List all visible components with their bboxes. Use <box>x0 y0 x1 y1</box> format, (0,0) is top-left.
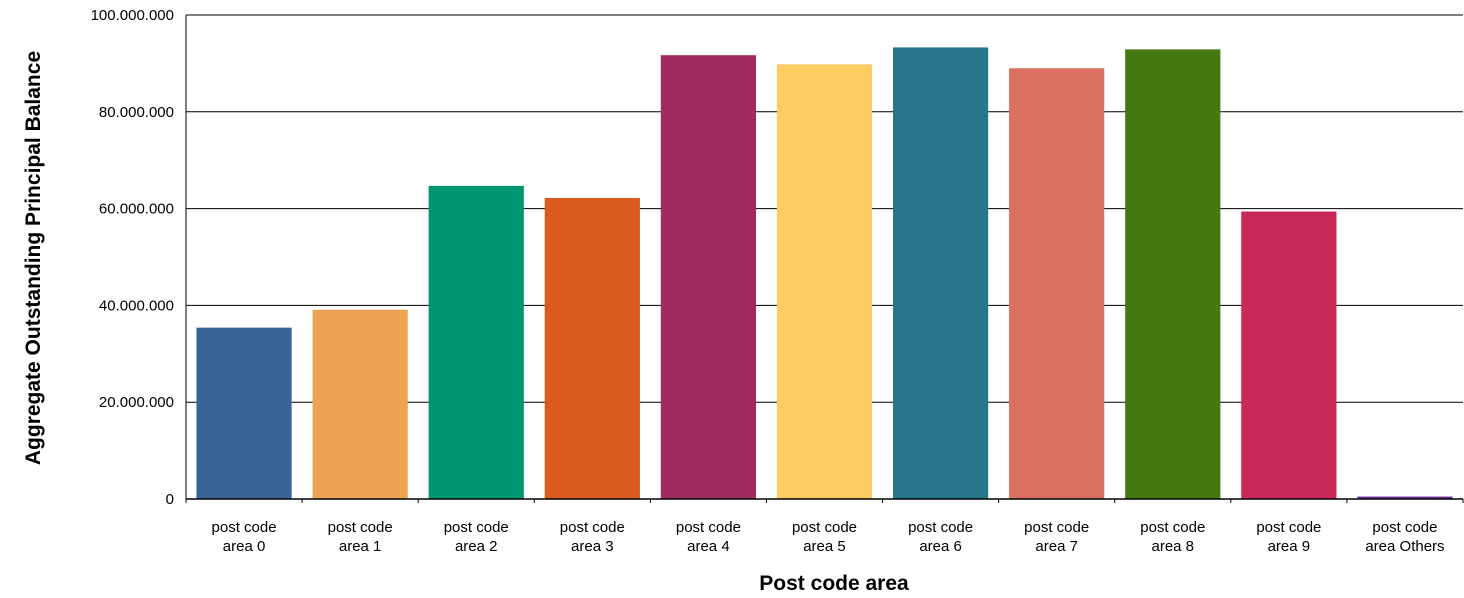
y-tick-label: 0 <box>166 491 174 508</box>
bars <box>196 47 1453 500</box>
x-tick-label: post code area 7 <box>1024 519 1089 555</box>
bar <box>312 309 408 499</box>
bar <box>1241 211 1337 499</box>
bar <box>776 64 873 500</box>
axes <box>185 15 1464 503</box>
y-tick-label: 60.000.000 <box>99 201 174 218</box>
y-axis-title: Aggregate Outstanding Principal Balance <box>22 51 45 465</box>
x-tick-label: post code area Others <box>1365 519 1444 555</box>
bar <box>428 185 524 500</box>
y-tick-label: 20.000.000 <box>99 394 174 411</box>
y-tick-label: 80.000.000 <box>99 104 174 121</box>
x-tick-label: post code area 8 <box>1140 519 1205 555</box>
x-tick-label: post code area 2 <box>444 519 509 555</box>
x-axis-title: Post code area <box>759 572 909 595</box>
x-tick-label: post code area 0 <box>212 519 277 555</box>
bar <box>892 47 989 499</box>
x-tick-label: post code area 5 <box>792 519 857 555</box>
bar <box>1009 68 1105 500</box>
x-tick-label: post code area 9 <box>1256 519 1321 555</box>
bar <box>660 55 757 500</box>
x-tick-label: post code area 4 <box>676 519 741 555</box>
x-tick-label: post code area 1 <box>328 519 393 555</box>
bar <box>544 197 640 499</box>
y-tick-labels: 0 20.000.000 40.000.000 60.000.000 80.000.00… <box>91 7 174 508</box>
bar <box>1125 49 1221 499</box>
x-tick-labels: post code area 0 post code area 1 post code a… <box>212 519 1445 555</box>
x-tick-label: post code area 3 <box>560 519 625 555</box>
y-tick-label: 100.000.000 <box>91 7 174 24</box>
bar <box>1357 496 1453 499</box>
bar <box>196 327 292 499</box>
x-tick-label: post code area 6 <box>908 519 973 555</box>
y-tick-label: 40.000.000 <box>99 297 174 314</box>
